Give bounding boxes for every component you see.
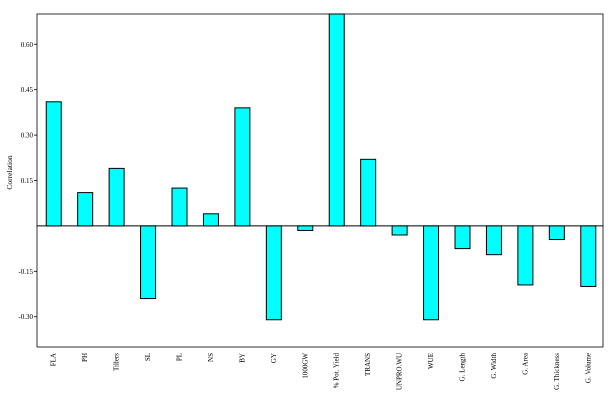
bar-pot-yield	[328, 13, 345, 227]
bar-unpro-wu	[391, 225, 408, 236]
x-category-label: Tillers	[113, 353, 121, 371]
bar-ph	[77, 192, 94, 227]
bar-g-length	[454, 225, 471, 250]
y-tick-label: -0.30	[18, 313, 33, 321]
bar-by	[234, 107, 251, 227]
bar-gy	[265, 225, 282, 321]
y-tick-label: 0.30	[21, 132, 34, 140]
x-category-label: NS	[207, 353, 215, 362]
x-category-label: G. Thickness	[553, 353, 561, 390]
x-category-label: G. Area	[521, 352, 529, 375]
bar-wue	[423, 225, 440, 321]
x-category-label: GY	[270, 353, 278, 363]
bar-fla	[45, 101, 62, 227]
y-tick-label: 0.45	[21, 86, 34, 94]
x-category-label: G. Length	[459, 353, 467, 382]
x-category-label: BY	[238, 353, 246, 363]
bar-g-width	[485, 225, 502, 256]
x-category-label: PH	[81, 353, 89, 362]
bar-1000gw	[297, 225, 314, 231]
bar-g-volume	[580, 225, 597, 287]
x-category-label: FLA	[50, 353, 58, 366]
x-category-label: % Pot. Yield	[333, 353, 341, 389]
y-tick-label: -0.15	[18, 268, 33, 276]
bar-sl	[140, 225, 157, 300]
x-category-label: UNPRO.WU	[396, 353, 404, 390]
bar-g-area	[517, 225, 534, 286]
x-category-label: PL	[176, 353, 184, 361]
x-category-label: WUE	[427, 353, 435, 369]
bar-trans	[360, 158, 377, 227]
x-category-label: 1000GW	[301, 353, 309, 379]
x-labels-group: FLA PH Tillers SL PL NS BY GY 1000GW % Pot. Yield…	[50, 352, 593, 390]
x-category-label: TRANS	[364, 353, 372, 376]
x-category-label: G. Width	[490, 353, 498, 379]
x-category-label: G. Volume	[584, 353, 592, 383]
bar-tillers	[108, 167, 125, 227]
y-axis-label: Correlation	[5, 155, 14, 189]
y-tick-label: 0.15	[21, 177, 34, 185]
x-category-label: SL	[144, 353, 152, 361]
bars-group	[45, 13, 597, 321]
y-ticks-group: -0.30 -0.15 0.15 0.30 0.45 0.60	[18, 41, 37, 321]
bar-pl	[171, 187, 188, 227]
y-tick-label: 0.60	[21, 41, 34, 49]
bar-ns	[202, 213, 219, 227]
bar-g-thickness	[548, 225, 565, 241]
